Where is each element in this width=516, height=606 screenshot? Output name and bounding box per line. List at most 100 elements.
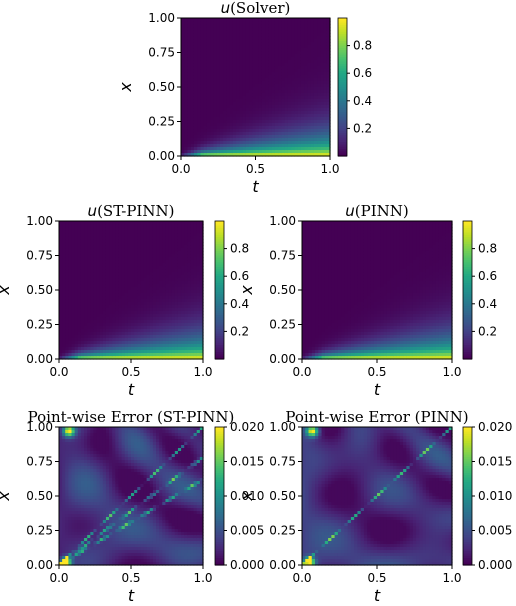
heatmap-cell [62,269,66,273]
heatmap-cell [68,275,73,279]
heatmap-cell [300,147,305,151]
heatmap-cell [71,260,76,264]
heatmap-cell [206,147,211,151]
heatmap-cell [242,144,247,148]
heatmap-cell [232,48,237,52]
heatmap-cell [278,54,283,58]
heatmap-cell [274,87,279,91]
heatmap-cell [323,54,328,58]
heatmap-cell [219,57,224,61]
heatmap-cell [223,96,227,100]
heatmap-cell [274,93,279,97]
heatmap-cell [297,126,302,130]
heatmap-cell [181,75,185,79]
heatmap-cell [77,293,82,297]
heatmap-cell [197,153,202,157]
heatmap-cell [197,78,202,82]
heatmap-cell [206,144,211,148]
heatmap-cell [320,57,325,61]
heatmap-cell [291,57,295,61]
heatmap-cell [200,132,205,136]
heatmap-cell [284,81,289,85]
heatmap-cell [203,45,208,49]
heatmap-cell [278,24,283,28]
heatmap-cell [313,18,318,22]
heatmap-cell [300,60,305,64]
y-tick-label: 0.50 [148,80,175,94]
heatmap-cell [206,99,211,103]
heatmap-cell [261,138,266,142]
heatmap-cell [317,153,321,157]
heatmap-cell [281,42,286,46]
heatmap-cell [265,114,270,118]
heatmap-cell [291,33,295,37]
heatmap-cell [297,108,302,112]
heatmap-cell [193,123,198,127]
heatmap-cell [320,108,325,112]
heatmap-cell [68,236,73,240]
heatmap-cell [184,135,189,139]
heatmap-cell [265,153,270,157]
heatmap-cell [300,141,305,145]
heatmap-cell [278,90,283,94]
heatmap-cell [232,24,237,28]
heatmap-cell [326,132,331,136]
colorbar-segment [338,107,347,111]
heatmap-cell [252,24,257,28]
heatmap-cell [287,117,292,121]
heatmap-cell [65,341,69,345]
heatmap-cell [229,69,234,73]
heatmap-cell [317,48,321,52]
heatmap-cell [252,135,257,139]
heatmap-cell [187,150,192,154]
heatmap-cell [187,51,192,55]
heatmap-cell [190,105,195,109]
heatmap-cell [68,290,73,294]
heatmap-cell [206,45,211,49]
heatmap-cell [268,99,273,103]
heatmap-cell [223,45,227,49]
heatmap-cell [249,54,253,58]
heatmap-cell [184,144,189,148]
heatmap-cell [274,27,279,31]
heatmap-cell [229,114,234,118]
heatmap-cell [203,87,208,91]
heatmap-cell [287,57,292,61]
heatmap-cell [59,239,63,243]
heatmap-cell [226,123,231,127]
heatmap-cell [249,30,253,34]
heatmap-cell [271,99,276,103]
heatmap-cell [232,78,237,82]
heatmap-cell [210,144,214,148]
heatmap-cell [190,21,195,25]
heatmap-cell [297,54,302,58]
heatmap-cell [232,45,237,49]
heatmap-cell [203,129,208,133]
heatmap-cell [245,108,250,112]
heatmap-cell [291,75,295,79]
heatmap-cell [210,27,214,31]
heatmap-cell [65,236,69,240]
heatmap-cell [261,105,266,109]
heatmap-cell [284,42,289,46]
heatmap-cell [274,72,279,76]
heatmap-cell [213,129,218,133]
heatmap-cell [216,75,221,79]
heatmap-cell [287,99,292,103]
heatmap-cell [206,51,211,55]
heatmap-cell [206,96,211,100]
heatmap-cell [271,108,276,112]
heatmap-cell [187,132,192,136]
heatmap-cell [320,48,325,52]
heatmap-cell [197,90,202,94]
heatmap-cell [294,144,299,148]
heatmap-cell [71,332,76,336]
heatmap-cell [313,27,318,31]
colorbar-segment [338,100,347,104]
heatmap-cell [216,93,221,97]
heatmap-cell [229,36,234,40]
heatmap-cell [68,284,73,288]
heatmap-cell [71,299,76,303]
heatmap-cell [226,39,231,43]
heatmap-cell [239,126,244,130]
